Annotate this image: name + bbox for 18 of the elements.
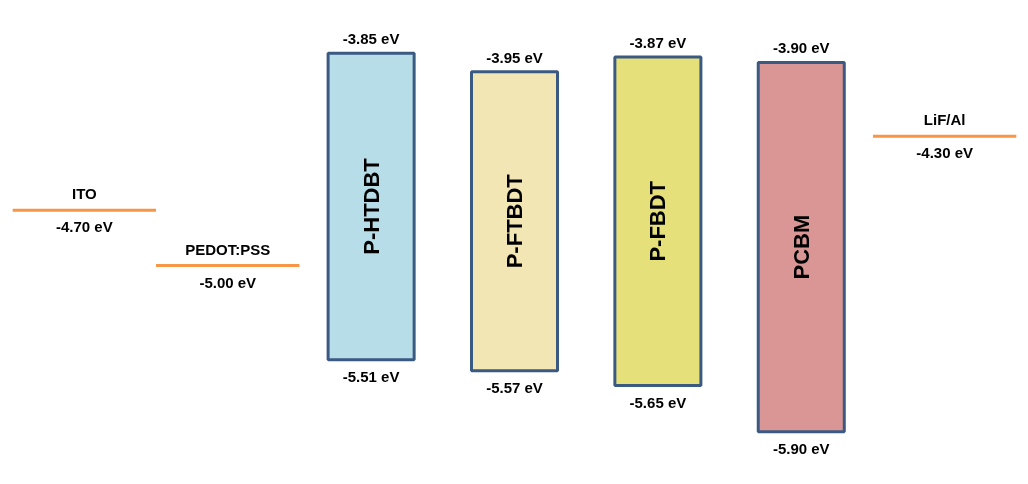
category-label: PEDOT:PSS xyxy=(185,240,271,258)
data-label: -3.87 eV xyxy=(629,33,687,51)
data-label: -3.90 eV xyxy=(772,39,830,57)
data-label: -3.95 eV xyxy=(486,48,543,66)
category-label: P-HTDBT xyxy=(358,157,384,255)
category-label: ITO xyxy=(72,185,98,203)
category-label: LiF/Al xyxy=(923,111,966,129)
data-label: -3.85 eV xyxy=(342,30,400,48)
category-label: PCBM xyxy=(788,214,814,280)
category-label: P-FBDT xyxy=(645,180,671,262)
data-label: -5.65 eV xyxy=(629,393,687,411)
category-label: P-FTBDT xyxy=(502,173,527,269)
data-label: -5.51 eV xyxy=(342,367,400,385)
data-label: -4.70 eV xyxy=(56,218,113,236)
data-label: -5.57 eV xyxy=(486,378,543,396)
data-label: -5.00 eV xyxy=(199,273,257,291)
data-label: -4.30 eV xyxy=(916,144,974,162)
data-label: -5.90 eV xyxy=(772,439,830,457)
